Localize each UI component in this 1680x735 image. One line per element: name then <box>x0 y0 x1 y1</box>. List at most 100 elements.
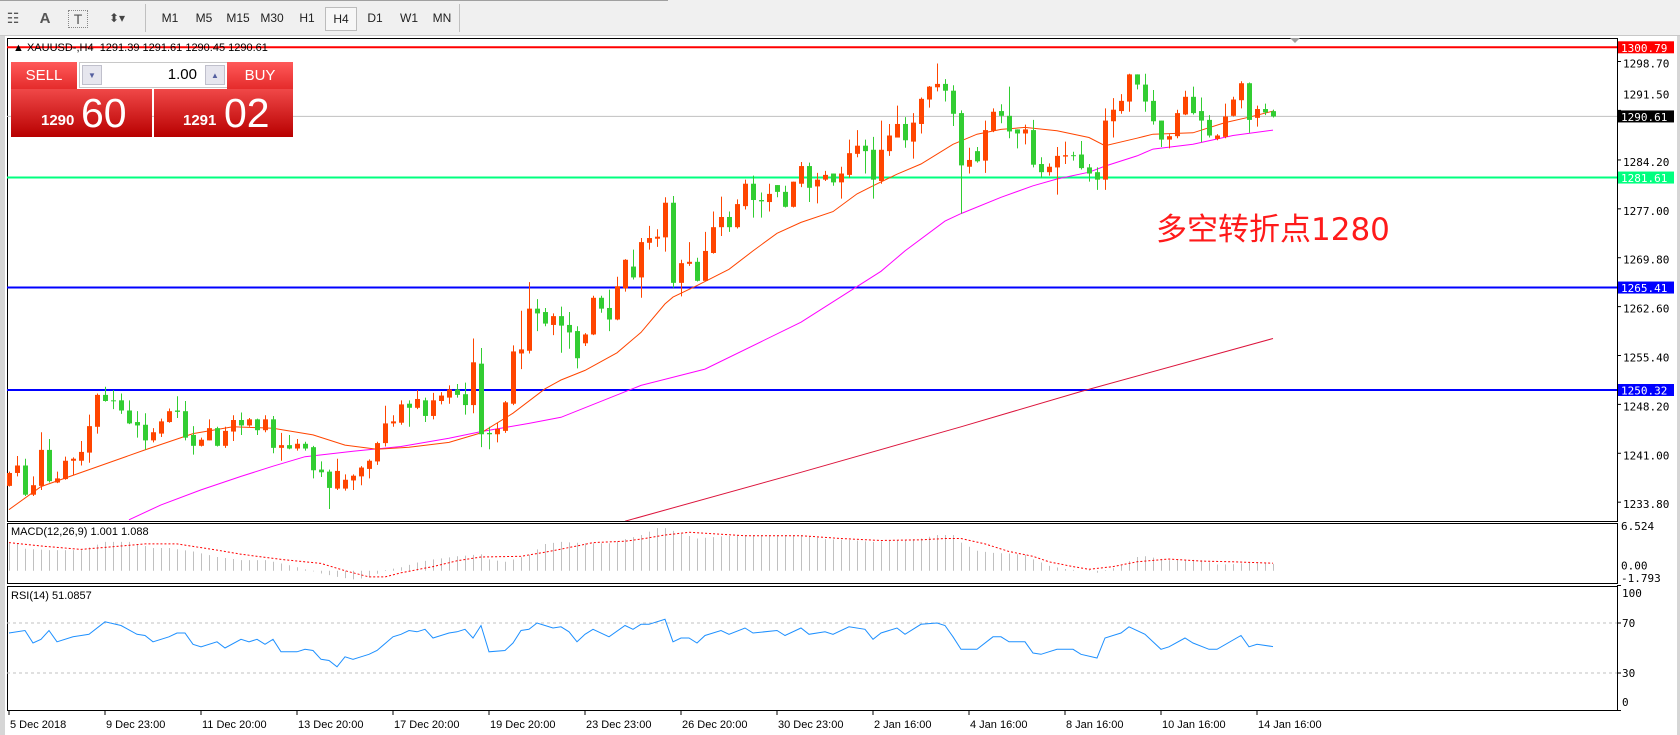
candle-body <box>1031 130 1036 165</box>
candle <box>319 461 324 478</box>
candle <box>1247 82 1252 133</box>
lot-increase-button[interactable]: ▲ <box>205 65 225 85</box>
candle-body <box>1079 154 1084 169</box>
sell-price-button[interactable]: 1290 60 <box>11 89 152 137</box>
main-chart-plot <box>7 46 1617 521</box>
candle <box>895 105 900 138</box>
candle-body <box>1159 120 1164 140</box>
candle <box>743 179 748 210</box>
arrows-tool-dropdown[interactable]: ⬍▾ <box>108 11 126 25</box>
candle-body <box>1239 83 1244 101</box>
price-level-label-bg <box>1618 171 1674 184</box>
candle <box>783 185 788 208</box>
candle-body <box>471 362 476 406</box>
moving-average-mid-line <box>128 129 1274 521</box>
candle <box>551 313 556 336</box>
price-level-label: 1250.32 <box>1621 385 1667 398</box>
candle-body <box>487 432 492 435</box>
candle-body <box>215 428 220 446</box>
timeframe-m5-button[interactable]: M5 <box>195 11 213 25</box>
candle-body <box>239 420 244 426</box>
price-axis-label: 1277.00 <box>1623 205 1669 218</box>
candle-body <box>1231 99 1236 116</box>
candle <box>919 97 924 134</box>
candle-body <box>799 166 804 184</box>
timeframe-m1-button[interactable]: M1 <box>161 11 179 25</box>
candle-body <box>887 135 892 152</box>
buy-price-button[interactable]: 1291 02 <box>154 89 293 137</box>
candle <box>959 110 964 214</box>
timeframe-m15-button[interactable]: M15 <box>226 11 250 25</box>
candle-body <box>1095 172 1100 180</box>
fibo-tool-button[interactable]: ☷ <box>6 9 20 26</box>
candle <box>79 441 84 466</box>
candle-body <box>79 451 84 461</box>
rsi-line <box>8 618 1274 668</box>
candle <box>407 400 412 427</box>
candle-body <box>919 98 924 124</box>
candle <box>991 108 996 133</box>
candle-body <box>455 389 460 395</box>
timeframe-m30-button[interactable]: M30 <box>260 11 284 25</box>
candle-body <box>1183 96 1188 115</box>
candle <box>1167 134 1172 149</box>
price-level-label-bg <box>1618 110 1674 123</box>
candle <box>1159 120 1164 148</box>
candle <box>495 422 500 443</box>
candle-body <box>767 193 772 203</box>
candle <box>327 469 332 509</box>
candle <box>1255 105 1260 127</box>
price-axis-label: 1284.20 <box>1623 156 1669 169</box>
candle-body <box>231 420 236 432</box>
candle-body <box>119 400 124 411</box>
candle-body <box>1143 84 1148 102</box>
candle-body <box>527 308 532 351</box>
candle-body <box>935 83 940 88</box>
candle <box>439 392 444 405</box>
sell-button[interactable]: SELL <box>11 62 77 90</box>
candle-body <box>1071 155 1076 157</box>
buy-button[interactable]: BUY <box>227 62 293 90</box>
text-tool-button[interactable]: A <box>39 9 51 27</box>
lot-decrease-button[interactable]: ▼ <box>82 65 102 85</box>
candle <box>759 192 764 218</box>
chart-shift-marker-icon[interactable] <box>1290 38 1300 43</box>
candle-body <box>1015 129 1020 134</box>
window-left-edge <box>0 36 5 735</box>
candle-body <box>863 145 868 152</box>
candle <box>647 225 652 250</box>
candle <box>1023 124 1028 145</box>
candle-body <box>1135 74 1140 85</box>
chart-annotation-text[interactable]: 多空转折点1280 <box>1156 212 1390 248</box>
price-axis-label: 1241.00 <box>1623 449 1669 462</box>
candle-body <box>7 472 12 486</box>
timeframe-d1-button[interactable]: D1 <box>367 11 383 25</box>
timeframe-h1-button[interactable]: H1 <box>299 11 315 25</box>
candle <box>695 257 700 282</box>
candle <box>799 161 804 188</box>
time-axis-label: 26 Dec 20:00 <box>682 719 747 731</box>
candle <box>255 418 260 435</box>
candle-body <box>1055 155 1060 168</box>
candle <box>703 231 708 282</box>
candle <box>967 147 972 174</box>
candle <box>1055 147 1060 195</box>
lot-size-value[interactable]: 1.00 <box>167 66 197 83</box>
timeframe-h4-button[interactable]: H4 <box>325 7 357 31</box>
candle-body <box>143 424 148 441</box>
candle-body <box>87 426 92 453</box>
candle <box>39 432 44 490</box>
candle-body <box>511 351 516 404</box>
candle <box>1215 134 1220 141</box>
price-level-label-bg <box>1618 384 1674 397</box>
candle <box>199 437 204 447</box>
timeframe-mn-button[interactable]: MN <box>432 11 452 25</box>
price-axis-label: 1298.70 <box>1623 58 1669 71</box>
candle-body <box>495 428 500 435</box>
text-label-tool-button[interactable]: T <box>68 10 88 28</box>
lot-size-field[interactable]: ▼ 1.00 ▲ <box>79 62 228 88</box>
candle-body <box>247 419 252 426</box>
candle <box>215 426 220 447</box>
timeframe-w1-button[interactable]: W1 <box>400 11 418 25</box>
